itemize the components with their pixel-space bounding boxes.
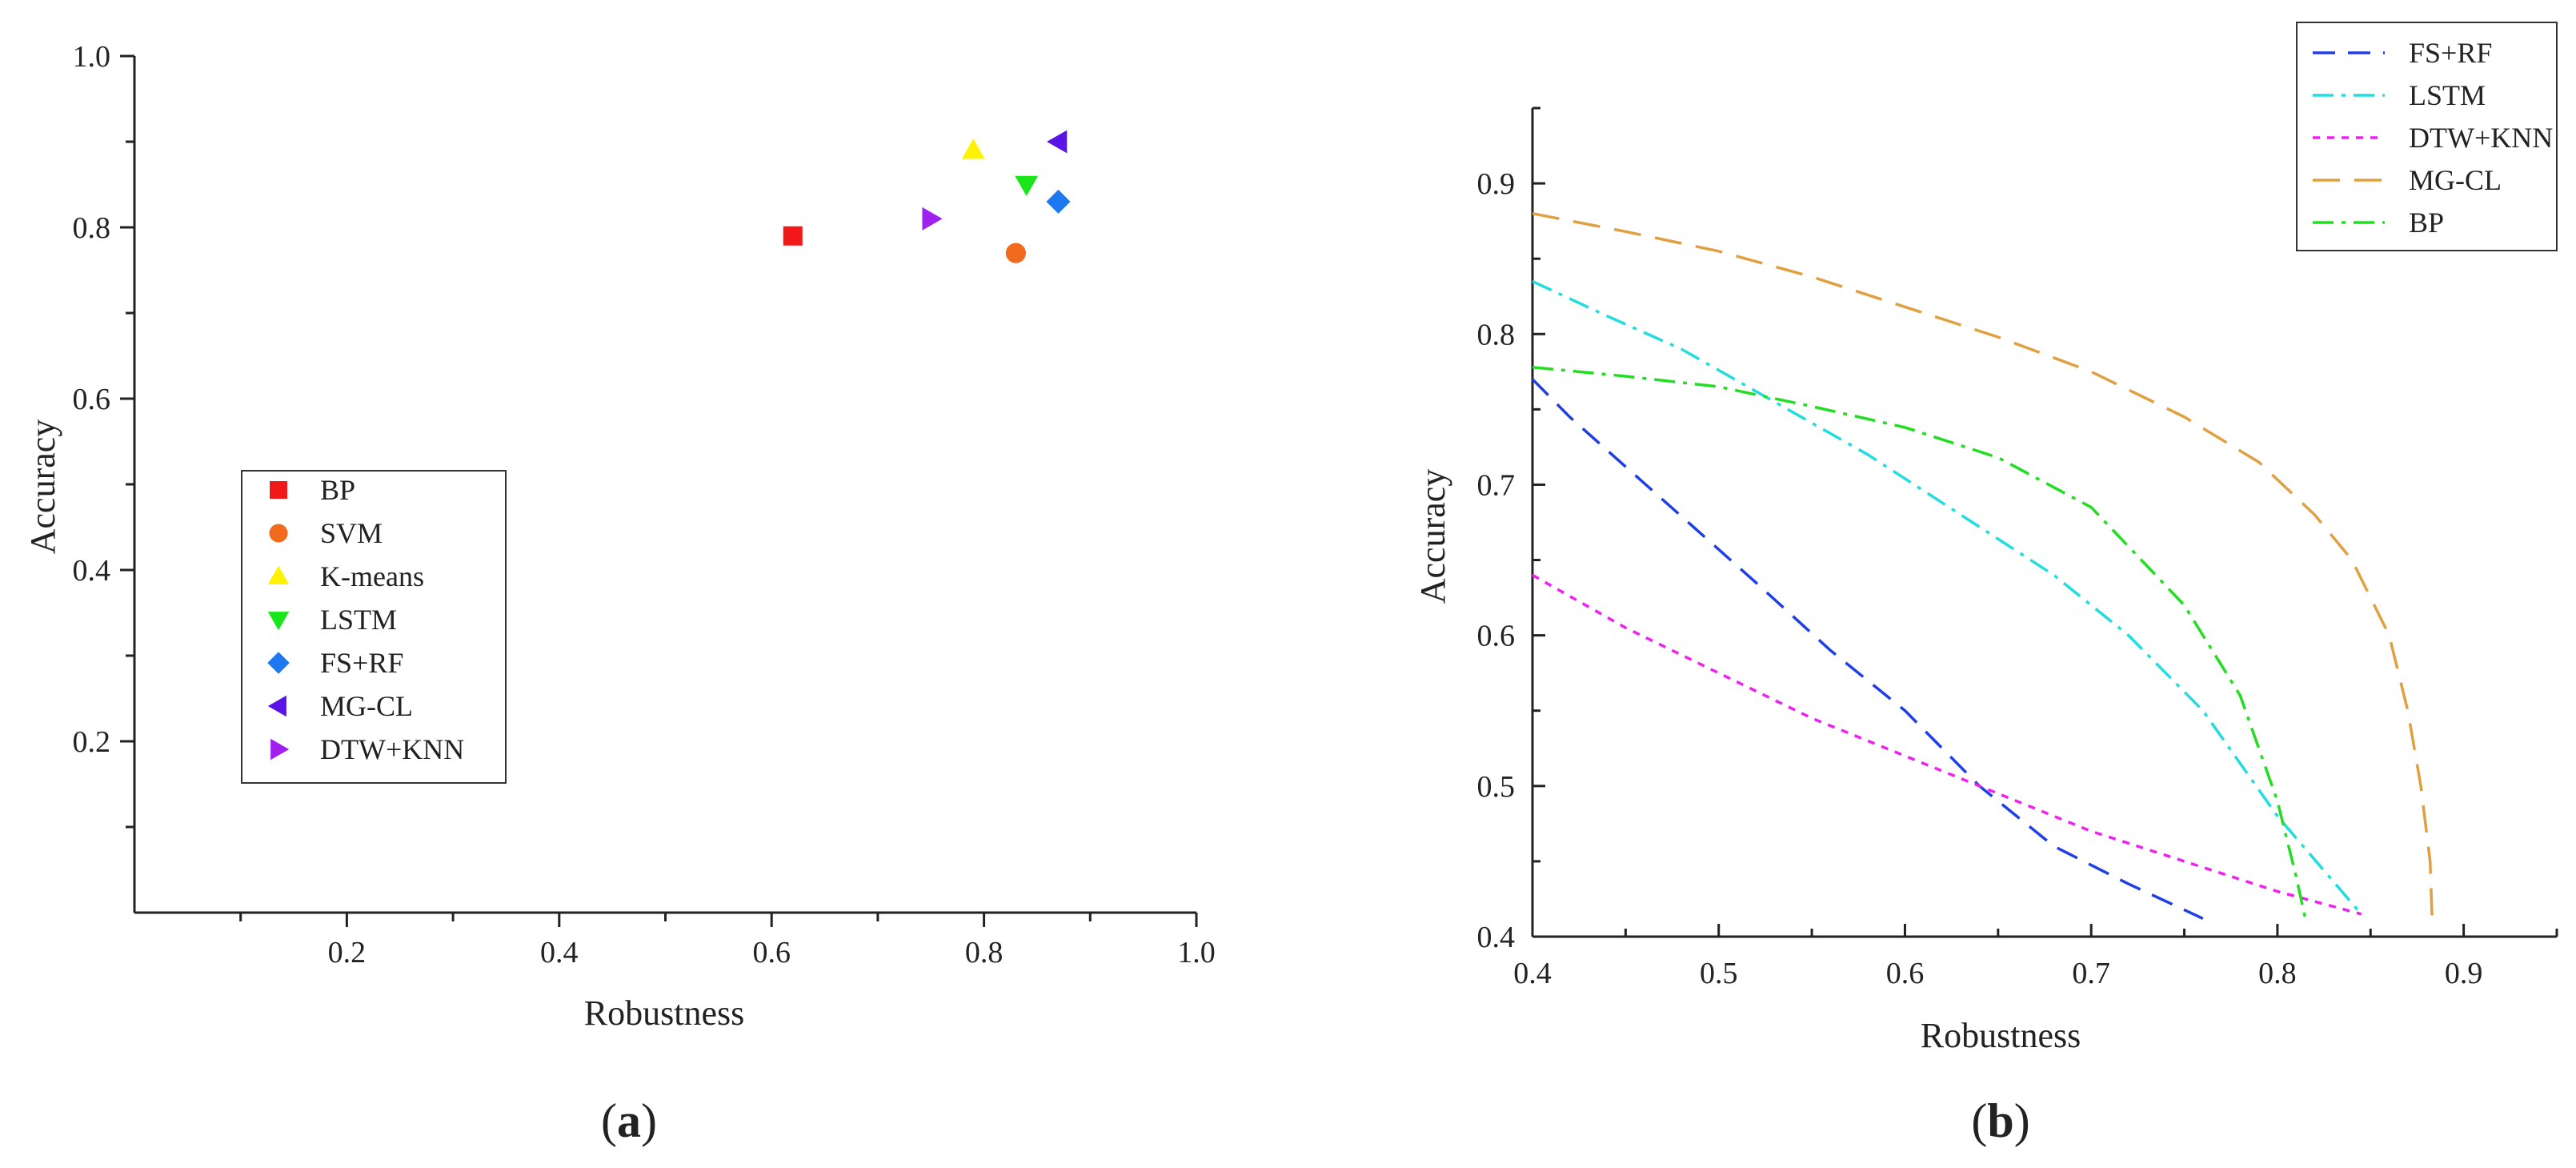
panel-a-label: (a)	[601, 1094, 657, 1147]
panel-b-x-tick-label: 0.6	[1886, 957, 1925, 990]
panel-a-x-tick-label: 0.6	[752, 936, 791, 969]
series-line-bp	[1532, 365, 2307, 919]
panel-a-scatter-chart: 0.2 0.4 0.6 0.8 1.0 0.2 0.4 0.6 0.8 1.0 BP SVM K-me…	[23, 40, 1216, 1147]
legend-marker-fs-rf	[267, 652, 290, 674]
legend-marker-dtw-knn	[270, 738, 290, 761]
panel-b-legend-box	[2296, 22, 2558, 251]
panel-a-y-tick-label: 0.6	[73, 383, 111, 416]
data-point-dtw-knn	[922, 207, 943, 231]
panel-b-y-tick-label: 0.4	[1477, 921, 1516, 954]
panel-b-y-tick-label: 0.8	[1477, 318, 1516, 351]
legend-label-lstm: LSTM	[320, 604, 397, 636]
legend-label-svm: SVM	[320, 517, 383, 549]
legend-marker-k-means	[267, 565, 290, 584]
panel-b-y-axis-label: Accuracy	[1413, 469, 1452, 604]
legend-label-dtw-knn: DTW+KNN	[320, 733, 464, 765]
legend-label-fs-rf: FS+RF	[2409, 37, 2492, 69]
legend-label-bp: BP	[2409, 207, 2444, 239]
data-point-fs-rf	[1046, 189, 1071, 214]
panel-a-y-tick-label: 0.2	[73, 725, 111, 759]
panel-b-y-tick-label: 0.5	[1477, 770, 1516, 804]
data-point-lstm	[1015, 175, 1039, 196]
legend-label-mg-cl: MG-CL	[320, 690, 413, 722]
data-point-svm	[1005, 243, 1027, 263]
data-point-k-means	[961, 138, 985, 159]
legend-label-fs-rf: FS+RF	[320, 647, 403, 679]
panel-a-x-tick-label: 0.8	[965, 936, 1004, 969]
legend-label-dtw-knn: DTW+KNN	[2409, 122, 2553, 154]
panel-b-line-chart: 0.4 0.5 0.6 0.7 0.8 0.9 0.4 0.5 0.6 0.7 0.8 0.9 FS+…	[1413, 22, 2558, 1147]
panel-b-x-tick-label: 0.7	[2072, 957, 2110, 990]
panel-b-ticks: 0.4 0.5 0.6 0.7 0.8 0.9 0.4 0.5 0.6 0.7 0.8 0.9	[1477, 106, 2558, 990]
panel-a-data-points	[783, 130, 1071, 263]
panel-a-y-tick-label: 0.8	[73, 211, 111, 245]
data-point-bp	[783, 226, 803, 246]
panel-a-x-axis-label: Robustness	[584, 993, 744, 1033]
panel-b-x-tick-label: 0.8	[2258, 957, 2297, 990]
panel-a-x-tick-label: 0.2	[328, 936, 367, 969]
panel-b-series-lines	[1531, 211, 2434, 920]
legend-label-bp: BP	[320, 474, 355, 506]
legend-label-mg-cl: MG-CL	[2409, 164, 2502, 196]
panel-b-x-tick-label: 0.9	[2445, 957, 2483, 990]
panel-a-x-tick-label: 1.0	[1177, 936, 1216, 969]
panel-b-x-tick-label: 0.5	[1700, 957, 1738, 990]
panel-b-legend: FS+RF LSTM DTW+KNN MG-CL BP	[2296, 22, 2558, 251]
panel-b-axes	[1531, 108, 2557, 938]
panel-b-y-tick-label: 0.9	[1477, 167, 1516, 201]
data-point-mg-cl	[1047, 130, 1068, 154]
panel-b-x-axis-label: Robustness	[1921, 1016, 2081, 1055]
panel-a-y-tick-label: 1.0	[73, 40, 111, 74]
legend-label-k-means: K-means	[320, 560, 424, 592]
panel-b-x-tick-label: 0.4	[1513, 957, 1552, 990]
panel-a-legend: BP SVM K-means LSTM FS+RF MG-CL DTW+KNN	[241, 470, 507, 784]
series-line-dtw-knn	[1532, 573, 2362, 916]
legend-marker-lstm	[267, 612, 290, 631]
panel-a-ticks: 0.2 0.4 0.6 0.8 1.0 0.2 0.4 0.6 0.8 1.0	[73, 40, 1216, 969]
legend-marker-mg-cl	[267, 695, 286, 717]
panel-b-y-tick-label: 0.6	[1477, 620, 1516, 653]
panel-a-x-tick-label: 0.4	[540, 936, 579, 969]
legend-label-lstm: LSTM	[2409, 79, 2486, 111]
legend-marker-svm	[269, 524, 288, 543]
series-line-lstm	[1532, 279, 2362, 915]
panel-a-y-axis-label: Accuracy	[23, 419, 62, 555]
panel-b-label: (b)	[1971, 1094, 2029, 1147]
panel-b-y-tick-label: 0.7	[1477, 468, 1516, 502]
series-line-mg-cl	[1532, 211, 2434, 917]
panel-a-legend-box	[241, 470, 507, 784]
panel-a-y-tick-label: 0.4	[73, 554, 111, 588]
legend-marker-bp	[270, 481, 287, 499]
series-line-fs-rf	[1531, 378, 2204, 920]
